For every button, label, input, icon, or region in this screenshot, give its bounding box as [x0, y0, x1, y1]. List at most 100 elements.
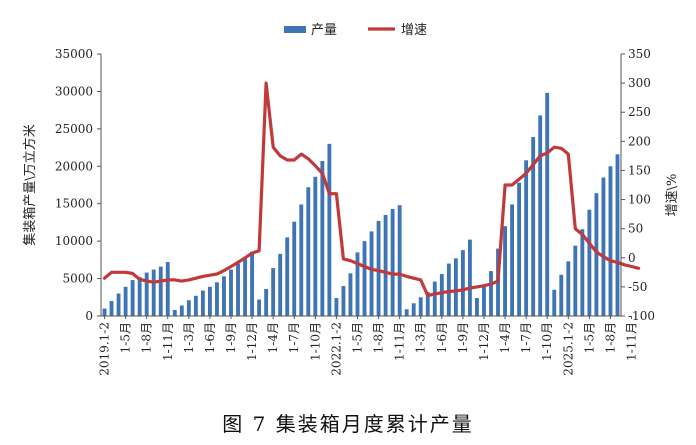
- bar-38: [369, 231, 374, 316]
- bar-50: [453, 258, 458, 316]
- bar-3: [123, 286, 128, 316]
- bar-66: [566, 261, 571, 316]
- bar-65: [559, 274, 564, 316]
- x-tick-label: 1-10月: [308, 322, 322, 361]
- x-tick-label: 1-11月: [161, 322, 175, 361]
- bar-15: [207, 286, 212, 316]
- bar-23: [264, 289, 269, 316]
- bar-37: [362, 241, 367, 316]
- bar-51: [460, 250, 465, 316]
- legend-bar-label: 产量: [311, 23, 337, 38]
- bar-73: [615, 154, 620, 316]
- bar-58: [510, 204, 515, 316]
- y-right-tick-label: -100: [628, 309, 655, 323]
- bar-14: [200, 290, 205, 316]
- x-tick-label: 1-8月: [372, 322, 386, 353]
- bar-8: [158, 266, 163, 316]
- y-right-tick-label: 250: [628, 105, 651, 119]
- bar-54: [482, 286, 486, 316]
- bar-60: [524, 160, 529, 316]
- bar-62: [538, 115, 543, 316]
- y-left-axis-title: 集装箱产量\万立方米: [22, 124, 38, 245]
- bar-29: [306, 187, 311, 316]
- y-left-tick-label: 30000: [55, 84, 93, 98]
- bar-19: [236, 263, 240, 316]
- y-right-tick-label: 100: [628, 193, 651, 207]
- figure-caption: 图 7 集装箱月度累计产量: [222, 412, 474, 436]
- bar-0: [102, 308, 107, 316]
- bar-17: [222, 276, 226, 316]
- bar-12: [186, 300, 191, 316]
- x-tick-label: 1-4月: [266, 322, 280, 353]
- y-left-tick-label: 20000: [55, 159, 93, 173]
- bar-31: [320, 161, 325, 316]
- x-tick-label: 1-8月: [603, 322, 617, 353]
- bar-46: [425, 292, 430, 316]
- legend-bar-swatch: [284, 26, 306, 33]
- x-tick-label: 1-5月: [350, 322, 364, 353]
- x-tick-label: 2022.1-2: [329, 322, 343, 376]
- x-tick-label: 1-9月: [456, 322, 470, 353]
- bar-9: [165, 262, 170, 316]
- x-tick-label: 1-12月: [245, 322, 259, 361]
- x-tick-label: 1-10月: [540, 322, 554, 361]
- y-left-tick-label: 5000: [62, 272, 93, 286]
- y-right-tick-label: -50: [628, 280, 647, 294]
- bar-45: [418, 297, 423, 316]
- bar-39: [376, 220, 381, 316]
- bar-47: [432, 281, 437, 316]
- bar-42: [397, 205, 402, 316]
- bar-64: [552, 289, 557, 316]
- y-left-tick-label: 25000: [55, 122, 93, 136]
- y-right-tick-label: 300: [628, 76, 651, 90]
- y-right-tick-label: 0: [628, 251, 636, 265]
- bar-series: [102, 92, 620, 316]
- bar-41: [390, 208, 395, 316]
- bar-18: [229, 269, 233, 316]
- y-left-tick-label: 0: [85, 309, 93, 323]
- y-right-axis-title: 增速\%: [665, 174, 680, 217]
- bar-69: [587, 209, 592, 316]
- x-tick-label: 1-11月: [393, 322, 407, 361]
- bar-72: [608, 166, 613, 316]
- x-tick-label: 1-5月: [119, 322, 133, 353]
- bar-55: [489, 271, 493, 316]
- y-left-tick-label: 10000: [55, 234, 93, 248]
- bar-21: [250, 251, 255, 316]
- x-tick-label: 1-3月: [414, 322, 428, 353]
- x-tick-label: 1-12月: [477, 322, 491, 361]
- bar-26: [285, 237, 290, 316]
- bar-67: [573, 245, 578, 316]
- legend-line-label: 增速: [401, 23, 427, 38]
- line-series: [102, 81, 641, 298]
- x-tick-label: 1-11月: [625, 322, 639, 361]
- bar-48: [439, 274, 444, 316]
- x-tick-label: 2019.1-2: [98, 322, 112, 376]
- x-tick-label: 1-7月: [287, 322, 301, 353]
- y-left-tick-label: 15000: [55, 197, 93, 211]
- x-tick-label: 1-8月: [140, 322, 154, 353]
- bar-49: [446, 263, 451, 316]
- bar-34: [341, 286, 346, 316]
- bar-35: [348, 273, 353, 316]
- bar-36: [355, 252, 360, 316]
- bar-27: [292, 221, 297, 316]
- bar-6: [144, 272, 149, 316]
- y-right-tick-label: 150: [628, 163, 651, 177]
- bar-33: [334, 298, 339, 316]
- growth-line: [102, 81, 641, 298]
- bar-43: [404, 309, 409, 316]
- bar-40: [383, 214, 388, 316]
- y-right-tick-label: 50: [628, 222, 643, 236]
- bar-44: [411, 303, 416, 316]
- bar-32: [327, 143, 332, 316]
- y-right-tick-label: 200: [628, 134, 651, 148]
- bar-52: [467, 239, 472, 316]
- x-tick-label: 1-6月: [435, 322, 449, 353]
- y-right-tick-label: 350: [628, 47, 651, 61]
- x-tick-label: 1-9月: [224, 322, 238, 353]
- axes: 0 5000 10000 15000 20000 25000 30000 35000 -100 -…: [22, 47, 680, 376]
- bar-25: [278, 253, 283, 316]
- bar-28: [299, 204, 304, 316]
